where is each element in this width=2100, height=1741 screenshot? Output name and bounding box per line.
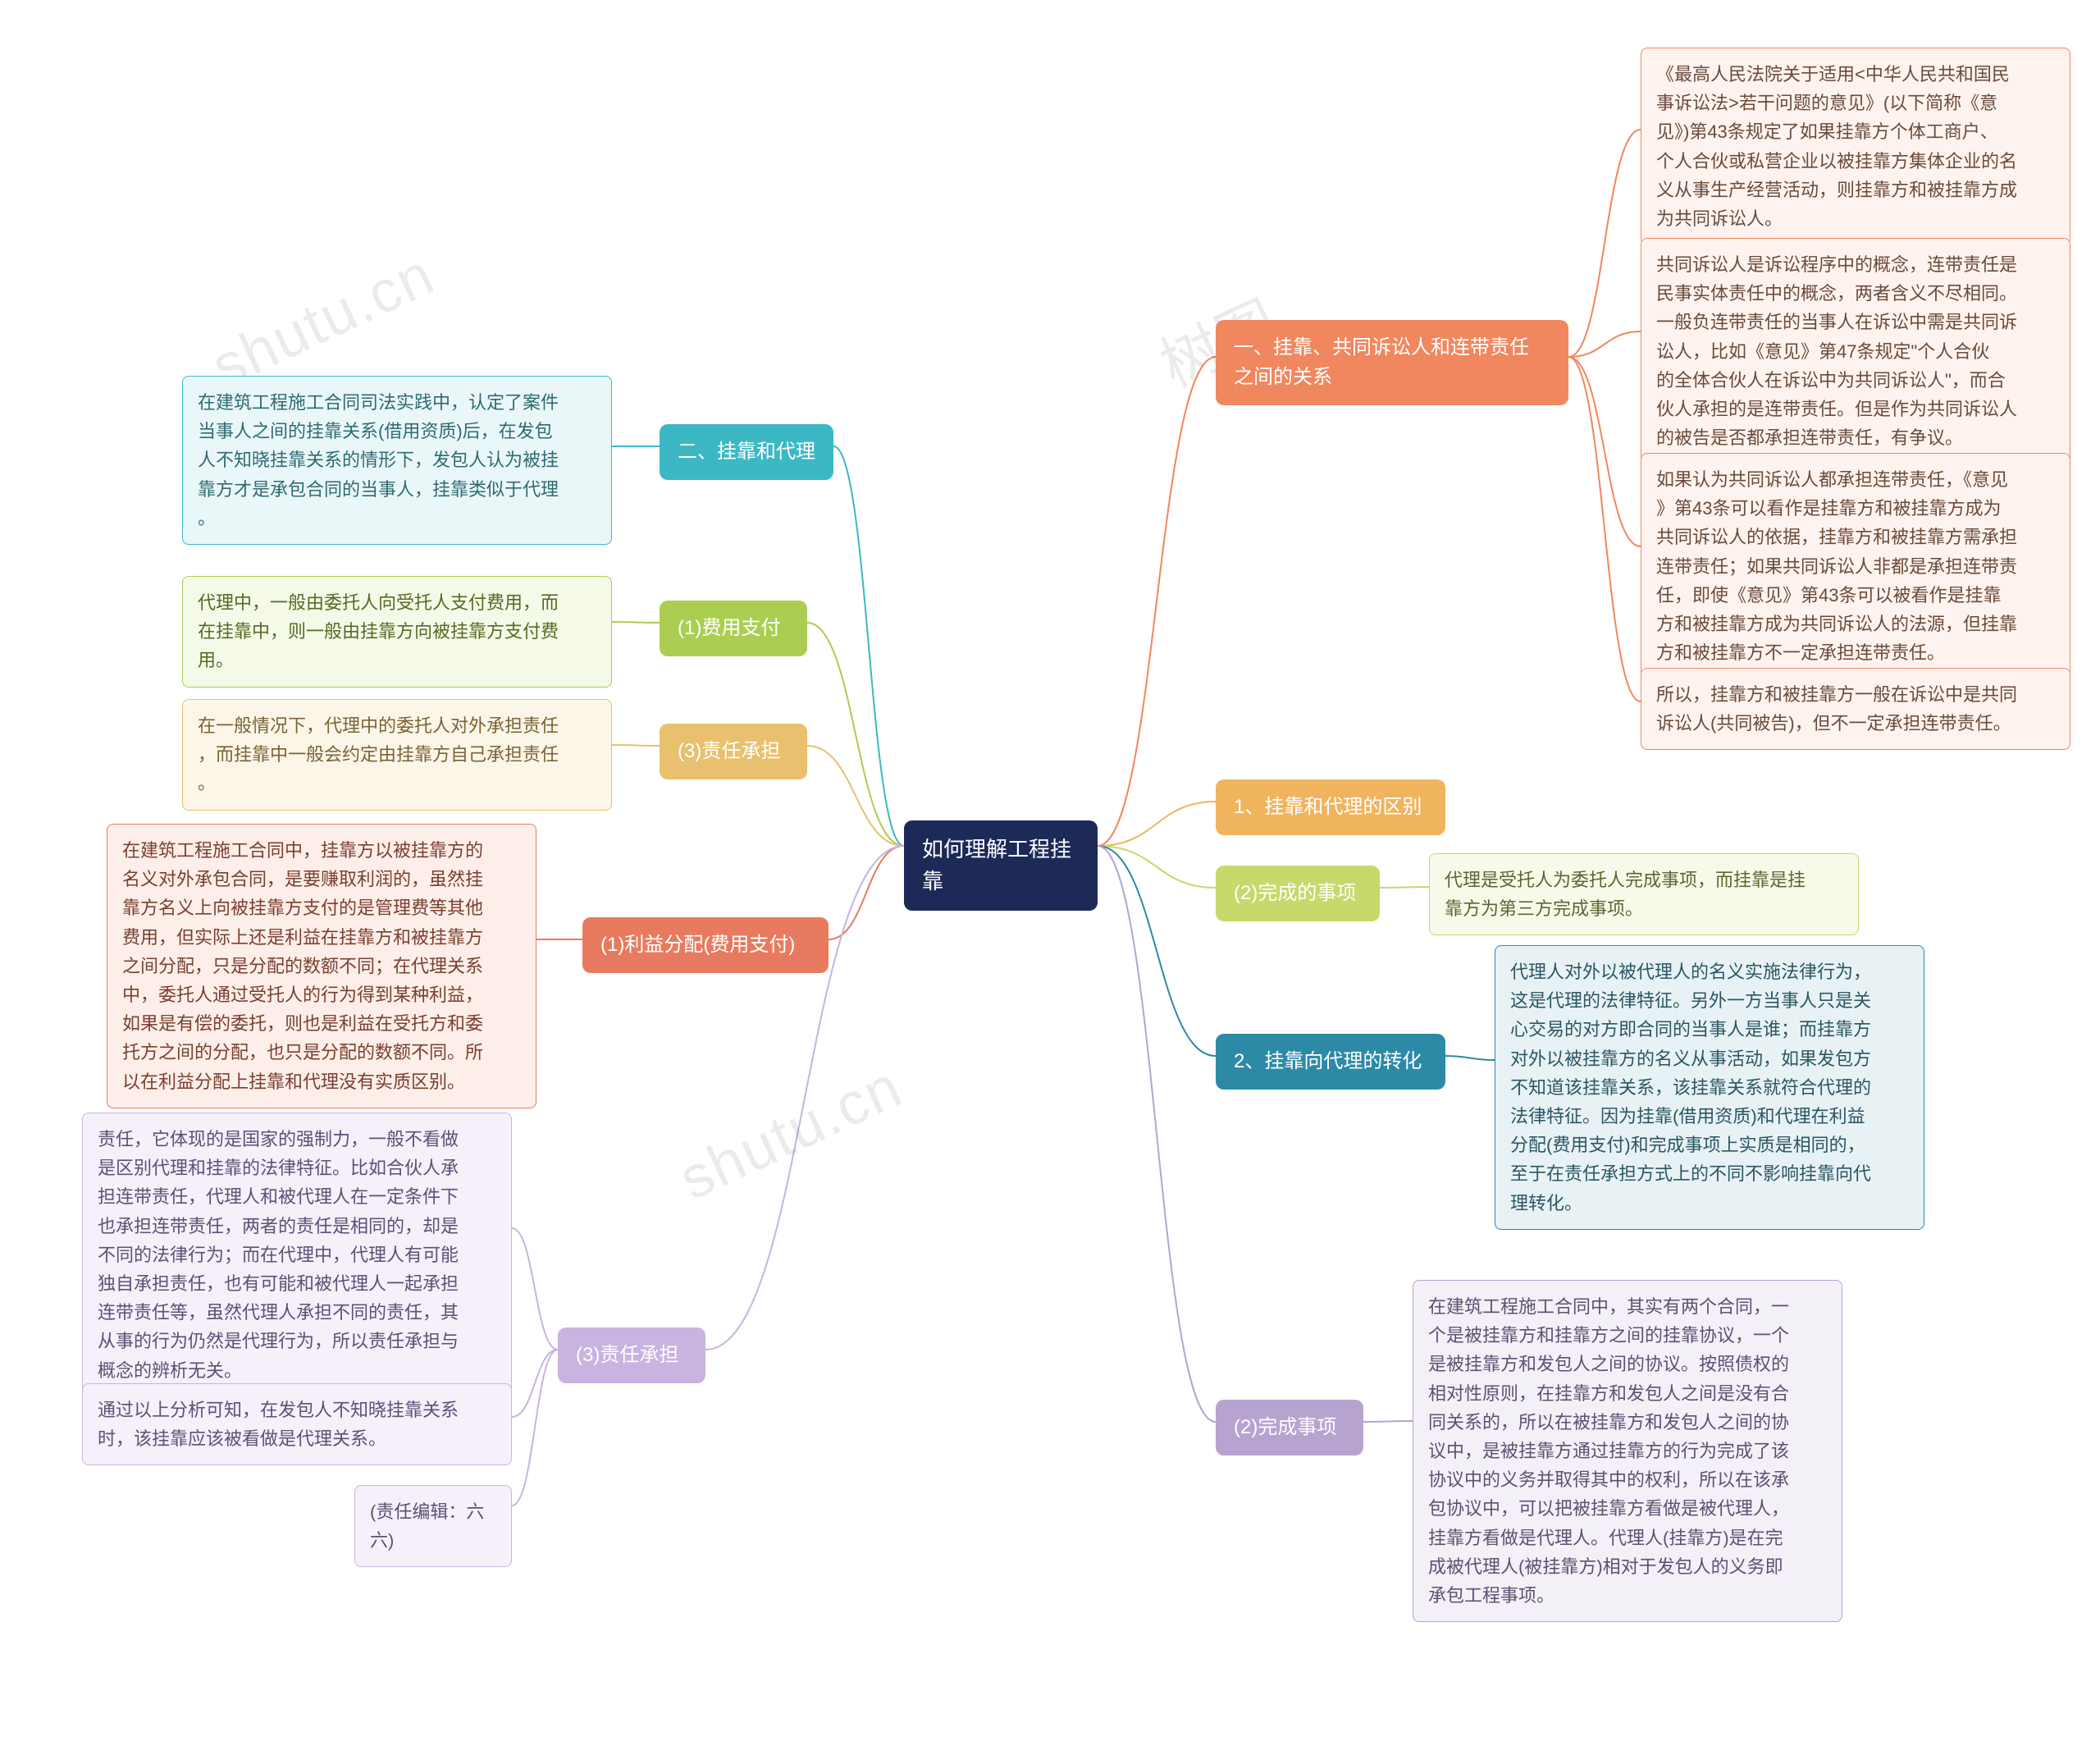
- leaf-node: 通过以上分析可知，在发包人不知晓挂靠关系 时，该挂靠应该被看做是代理关系。: [82, 1383, 512, 1465]
- leaf-node: 在建筑工程施工合同司法实践中，认定了案件 当事人之间的挂靠关系(借用资质)后，在…: [182, 376, 612, 545]
- leaf-node: 在建筑工程施工合同中，其实有两个合同，一 个是被挂靠方和挂靠方之间的挂靠协议，一…: [1413, 1280, 1842, 1622]
- branch-node: 2、挂靠向代理的转化: [1216, 1034, 1445, 1090]
- branch-node: (2)完成的事项: [1216, 866, 1380, 921]
- leaf-node: (责任编辑：六六): [354, 1485, 512, 1567]
- root-node: 如何理解工程挂靠: [904, 820, 1098, 911]
- leaf-node: 《最高人民法院关于适用<中华人民共和国民 事诉讼法>若干问题的意见》(以下简称《…: [1641, 48, 2070, 245]
- watermark: shutu.cn: [669, 1053, 912, 1213]
- leaf-node: 共同诉讼人是诉讼程序中的概念，连带责任是 民事实体责任中的概念，两者含义不尽相同…: [1641, 238, 2070, 464]
- branch-node: (1)费用支付: [660, 601, 807, 656]
- branch-node: 二、挂靠和代理: [660, 424, 833, 480]
- branch-node: (2)完成事项: [1216, 1400, 1363, 1455]
- leaf-node: 代理人对外以被代理人的名义实施法律行为， 这是代理的法律特征。另外一方当事人只是…: [1495, 945, 1924, 1230]
- leaf-node: 代理中，一般由委托人向受托人支付费用，而 在挂靠中，则一般由挂靠方向被挂靠方支付…: [182, 576, 612, 688]
- leaf-node: 如果认为共同诉讼人都承担连带责任，《意见 》第43条可以看作是挂靠方和被挂靠方成…: [1641, 453, 2070, 679]
- branch-node: 1、挂靠和代理的区别: [1216, 779, 1445, 835]
- branch-node: 一、挂靠、共同诉讼人和连带责任 之间的关系: [1216, 320, 1568, 405]
- mindmap-canvas: { "canvas": { "width": 2560, "height": 2…: [0, 0, 2100, 1741]
- leaf-node: 代理是受托人为委托人完成事项，而挂靠是挂 靠方为第三方完成事项。: [1429, 853, 1859, 935]
- branch-node: (3)责任承担: [660, 724, 807, 779]
- branch-node: (3)责任承担: [558, 1327, 705, 1383]
- leaf-node: 在一般情况下，代理中的委托人对外承担责任 ，而挂靠中一般会约定由挂靠方自己承担责…: [182, 699, 612, 811]
- leaf-node: 所以，挂靠方和被挂靠方一般在诉讼中是共同 诉讼人(共同被告)，但不一定承担连带责…: [1641, 668, 2070, 750]
- leaf-node: 在建筑工程施工合同中，挂靠方以被挂靠方的 名义对外承包合同，是要赚取利润的，虽然…: [107, 824, 536, 1108]
- branch-node: (1)利益分配(费用支付): [582, 917, 829, 973]
- leaf-node: 责任，它体现的是国家的强制力，一般不看做 是区别代理和挂靠的法律特征。比如合伙人…: [82, 1113, 512, 1397]
